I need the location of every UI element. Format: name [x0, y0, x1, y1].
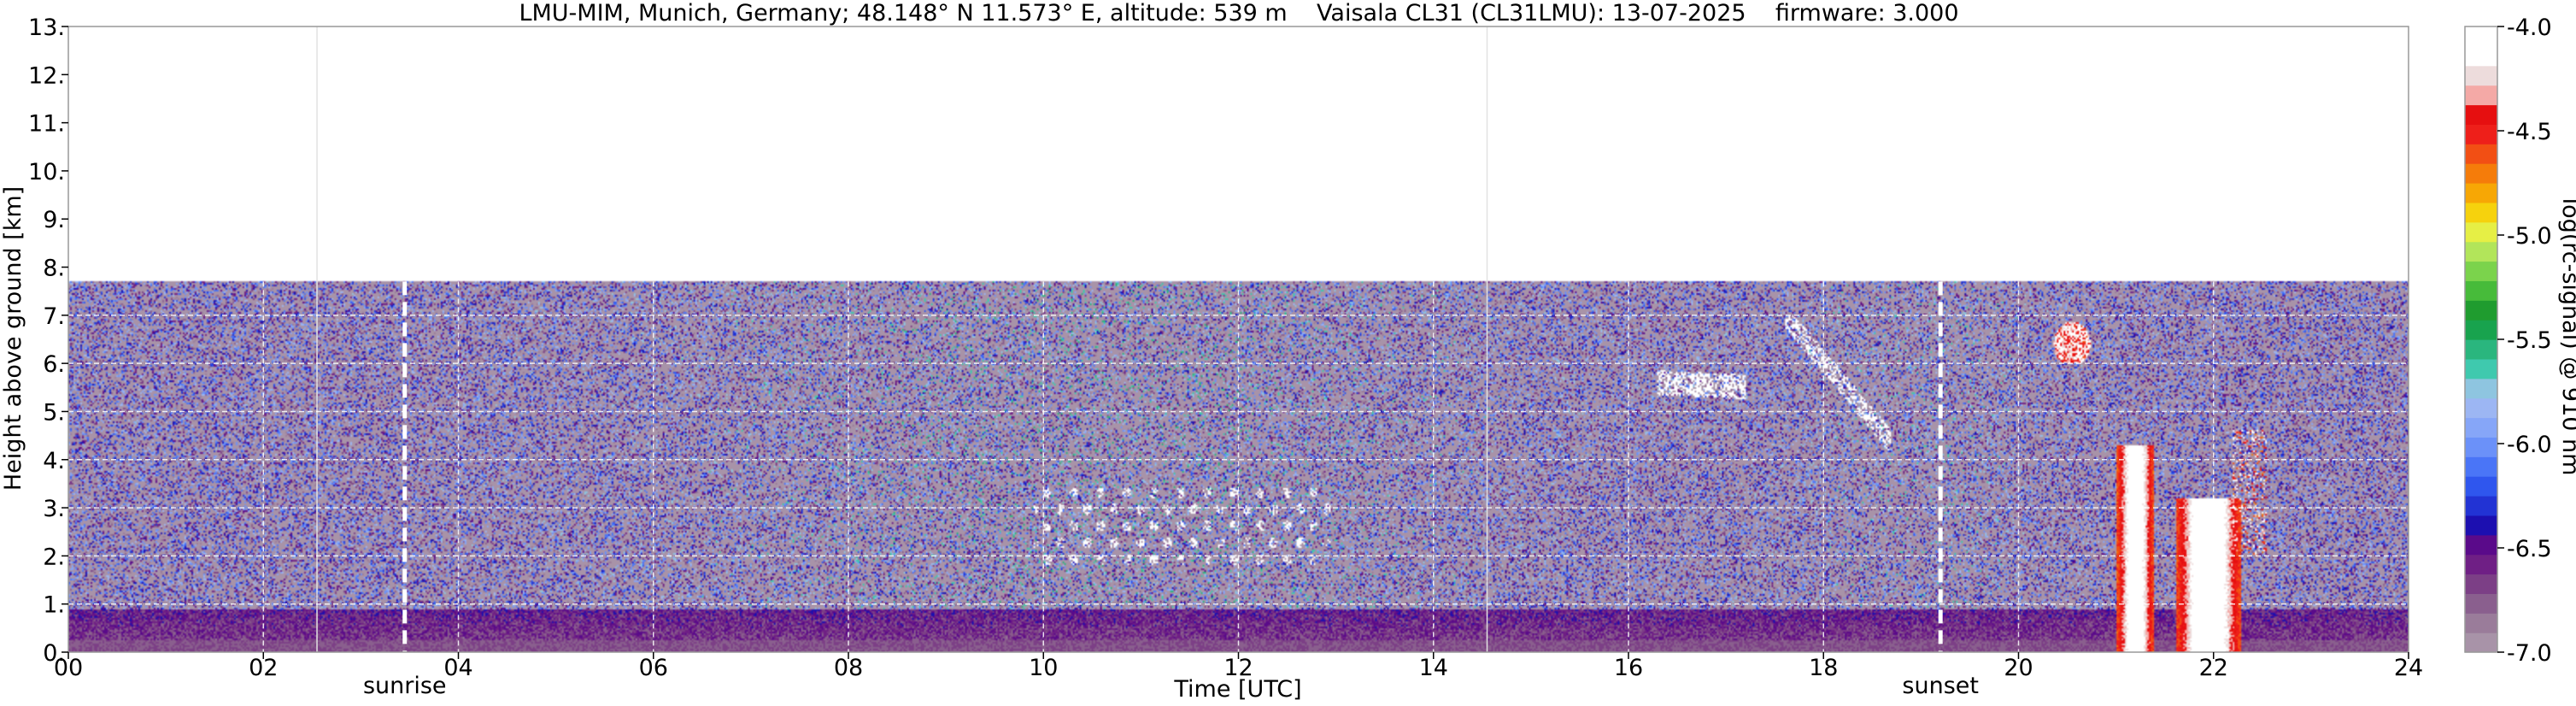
colorbar-segment: [2465, 45, 2497, 67]
colorbar-segment: [2465, 574, 2497, 594]
sunrise-label: sunrise: [363, 673, 447, 699]
x-tick-label: 08: [834, 655, 863, 681]
y-tick-label: 2.: [43, 544, 65, 570]
x-tick-label: 18: [1809, 655, 1838, 681]
y-tick-label: 9.: [43, 207, 65, 233]
colorbar-segment: [2465, 515, 2497, 536]
colorbar-segment: [2465, 261, 2497, 281]
colorbar-segment: [2465, 65, 2497, 86]
colorbar-segment: [2465, 554, 2497, 575]
x-tick-label: 14: [1419, 655, 1448, 681]
colorbar-tick-label: -5.5: [2507, 327, 2552, 354]
y-tick-label: 12.: [28, 62, 65, 89]
y-axis-ticks: 0. 1. 2. 3. 4. 5. 6. 7. 8. 9. 10. 11. 12. 13.: [28, 15, 68, 667]
sun-lines: [402, 281, 1943, 652]
colorbar: -4.0 -4.5 -5.0 -5.5 -6.0 -6.5 -7.0: [2464, 15, 2552, 667]
x-tick-label: 12: [1223, 655, 1253, 681]
sun-labels: sunrise sunset: [363, 673, 1979, 699]
y-tick-label: 3.: [43, 496, 65, 522]
colorbar-tick-label: -7.0: [2507, 640, 2552, 667]
y-tick-label: 1.: [43, 592, 65, 619]
colorbar-segment: [2465, 437, 2497, 457]
faint-vertical-lines: [316, 26, 1488, 652]
x-tick-label: 06: [639, 655, 668, 681]
colorbar-tick-label: -6.0: [2507, 432, 2552, 458]
colorbar-tick-label: -4.5: [2507, 119, 2552, 145]
chart-title: LMU-MIM, Munich, Germany; 48.148° N 11.5…: [519, 0, 1958, 26]
y-tick-label: 10.: [28, 159, 65, 185]
y-tick-label: 6.: [43, 351, 65, 378]
colorbar-segment: [2465, 124, 2497, 144]
x-axis-label: Time [UTC]: [1173, 676, 1301, 703]
x-tick-label: 04: [443, 655, 472, 681]
x-tick-label: 16: [1614, 655, 1643, 681]
colorbar-tick-label: -5.0: [2507, 223, 2552, 250]
colorbar-segment: [2465, 26, 2497, 47]
colorbar-segment: [2465, 534, 2497, 556]
x-tick-label: 00: [54, 655, 83, 681]
y-tick-label: 8.: [43, 256, 65, 282]
y-tick-label: 0.: [43, 640, 65, 667]
colorbar-segment: [2465, 202, 2497, 223]
colorbar-segment: [2465, 183, 2497, 203]
colorbar-segment: [2465, 163, 2497, 184]
colorbar-segment: [2465, 300, 2497, 321]
colorbar-segment: [2465, 417, 2497, 438]
sunset-label: sunset: [1902, 673, 1979, 699]
colorbar-segment: [2465, 144, 2497, 164]
y-tick-label: 4.: [43, 448, 65, 474]
x-tick-label: 02: [249, 655, 278, 681]
y-tick-label: 5.: [43, 399, 65, 426]
colorbar-segment: [2465, 378, 2497, 399]
colorbar-segment: [2465, 593, 2497, 614]
colorbar-tick-label: -4.0: [2507, 15, 2552, 41]
x-tick-label: 22: [2199, 655, 2228, 681]
colorbar-segment: [2465, 320, 2497, 340]
x-axis-ticks: 00 02 04 06 08 10 12 14 16 18 20 22 24: [54, 652, 2423, 681]
x-tick-label: 10: [1029, 655, 1058, 681]
colorbar-segment: [2465, 339, 2497, 360]
colorbar-segment: [2465, 104, 2497, 125]
grid-lines: [68, 281, 2409, 652]
colorbar-segment: [2465, 397, 2497, 419]
colorbar-segment: [2465, 496, 2497, 516]
x-tick-label: 20: [2004, 655, 2033, 681]
colorbar-label: log(rc-signal) @ 910 nm: [2557, 198, 2576, 476]
colorbar-segment: [2465, 85, 2497, 106]
colorbar-segment: [2465, 613, 2497, 633]
colorbar-segment: [2465, 476, 2497, 497]
colorbar-segment: [2465, 221, 2497, 243]
colorbar-segment: [2465, 632, 2497, 653]
colorbar-segment: [2465, 241, 2497, 262]
y-axis-label: Height above ground [km]: [0, 186, 26, 491]
colorbar-tick-label: -6.5: [2507, 536, 2552, 562]
y-tick-label: 7.: [43, 303, 65, 330]
x-tick-label: 24: [2394, 655, 2423, 681]
colorbar-segment: [2465, 358, 2497, 379]
colorbar-segment: [2465, 456, 2497, 477]
y-tick-label: 13.: [28, 15, 65, 41]
colorbar-segment: [2465, 280, 2497, 301]
y-tick-label: 11.: [28, 111, 65, 138]
